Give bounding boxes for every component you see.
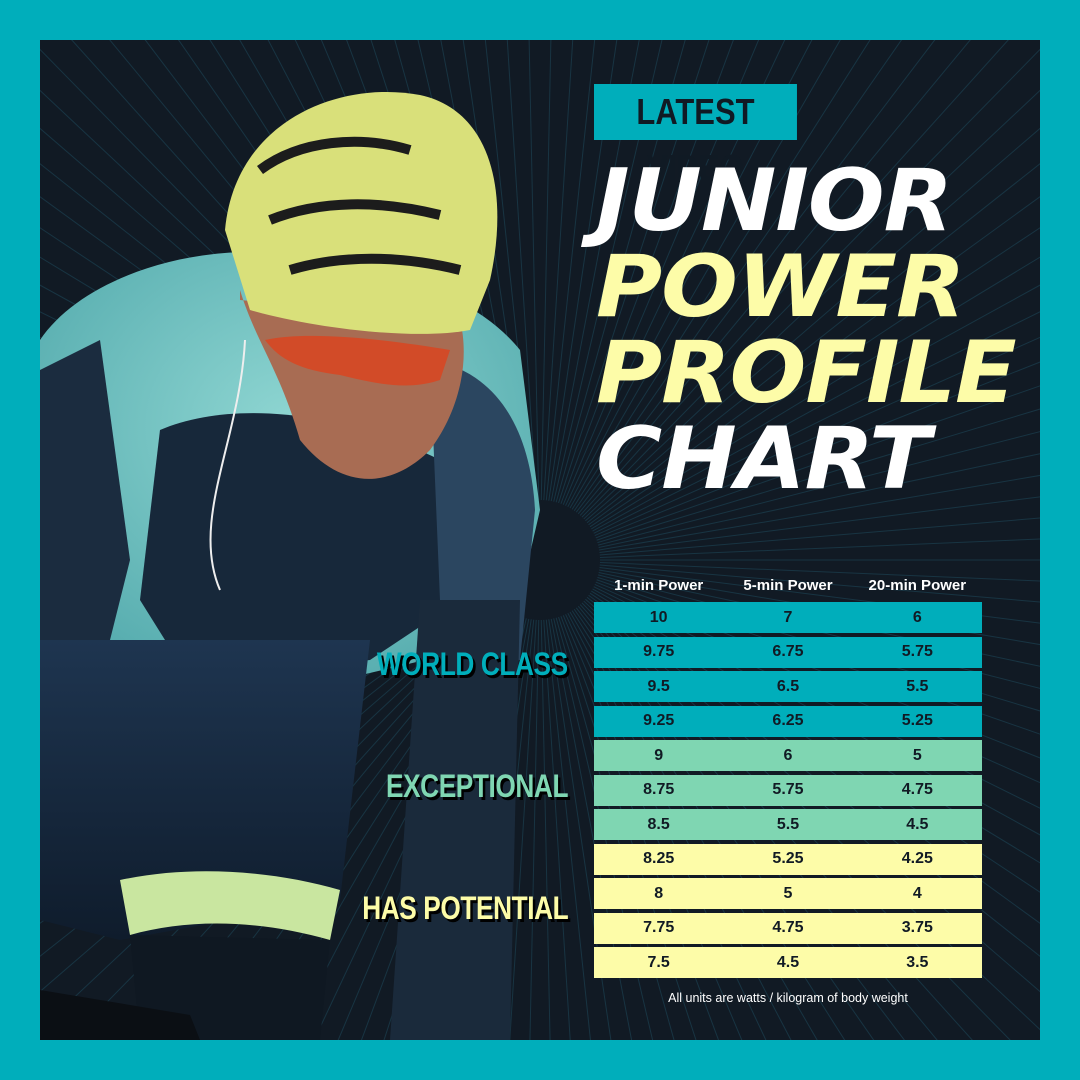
table-row: 9.5 6.5 5.5 xyxy=(594,671,982,702)
table-cell: 5 xyxy=(912,746,922,764)
table-cell: 4.5 xyxy=(906,815,929,833)
table-cell: 5.5 xyxy=(906,677,929,695)
table-cell: 9.5 xyxy=(647,677,670,695)
units-footnote: All units are watts / kilogram of body w… xyxy=(668,991,908,1005)
table-row: 7.75 4.75 3.75 xyxy=(594,912,982,944)
table-row: 8 5 4 xyxy=(594,878,982,909)
table-cell: 4.75 xyxy=(901,781,933,798)
table-cell: 6.25 xyxy=(772,712,804,729)
table-cell: 8.25 xyxy=(643,850,675,867)
table-row: 9.75 6.75 5.75 xyxy=(594,636,982,668)
table-cell: 7 xyxy=(783,608,793,626)
table-cell: 4 xyxy=(912,884,922,902)
cyclist-photo xyxy=(40,91,540,1040)
table-cell: 8 xyxy=(654,884,664,902)
header-1-min-power: 1-min Power xyxy=(614,576,704,594)
table-cell: 5.25 xyxy=(901,712,933,729)
table-cell: 10 xyxy=(649,608,668,626)
table-row: 8.75 5.75 4.75 xyxy=(594,774,982,806)
latest-video-badge: LATEST VIDEO xyxy=(594,84,797,188)
table-cell: 9.75 xyxy=(643,643,675,660)
table-cell: 9.25 xyxy=(643,712,675,729)
table-cell: 8.5 xyxy=(647,815,670,833)
table-cell: 5.25 xyxy=(772,850,804,867)
table-row: 8.25 5.25 4.25 xyxy=(594,843,982,875)
table-row: 9 6 5 xyxy=(594,740,982,771)
table-cell: 6.5 xyxy=(776,677,800,695)
table-cell: 6.75 xyxy=(772,643,804,660)
table-cell: 3.5 xyxy=(906,953,929,971)
header-5-min-power: 5-min Power xyxy=(743,576,833,594)
table-cell: 6 xyxy=(783,746,793,764)
table-cell: 9 xyxy=(654,746,664,764)
table-cell: 7.75 xyxy=(643,919,675,936)
title-line-power: POWER xyxy=(596,237,966,337)
title-line-junior: JUNIOR xyxy=(596,151,953,251)
title-line-profile: PROFILE xyxy=(596,323,1017,423)
table-cell: 5.75 xyxy=(901,643,933,660)
table-cell: 5.75 xyxy=(772,781,804,798)
latest-video-label: LATEST VIDEO xyxy=(636,91,755,188)
header-20-min-power: 20-min Power xyxy=(868,576,967,594)
table-cell: 3.75 xyxy=(901,919,933,936)
table-cell: 4.75 xyxy=(772,919,804,936)
table-body: 10 7 6 9.75 6.75 5.75 9.5 6.5 5.5 9.25 6.25 5.25 9 6 5… xyxy=(594,602,982,978)
table-cell: 5 xyxy=(783,884,793,902)
tier-label-world-class: WORLD CLASS xyxy=(377,646,568,682)
table-row: 7.5 4.5 3.5 xyxy=(594,947,982,978)
table-cell: 8.75 xyxy=(643,781,675,798)
title-line-chart: CHART xyxy=(596,409,931,509)
tier-label-has-potential: HAS POTENTIAL xyxy=(361,890,568,926)
table-cell: 4.5 xyxy=(776,953,800,971)
table-header: 1-min Power 5-min Power 20-min Power xyxy=(594,570,982,600)
power-profile-table: 1-min Power 5-min Power 20-min Power 10 7… xyxy=(594,570,982,982)
table-cell: 6 xyxy=(912,608,922,626)
tier-label-exceptional: EXCEPTIONAL xyxy=(385,768,569,804)
table-row: 8.5 5.5 4.5 xyxy=(594,809,982,840)
table-row: 10 7 6 xyxy=(594,602,982,633)
table-row: 9.25 6.25 5.25 xyxy=(594,705,982,737)
table-cell: 7.5 xyxy=(647,953,670,971)
table-cell: 4.25 xyxy=(901,850,933,867)
table-cell: 5.5 xyxy=(776,815,800,833)
poster-panel: LATEST VIDEO JUNIOR POWER PROFILE CHART … xyxy=(40,40,1040,1040)
